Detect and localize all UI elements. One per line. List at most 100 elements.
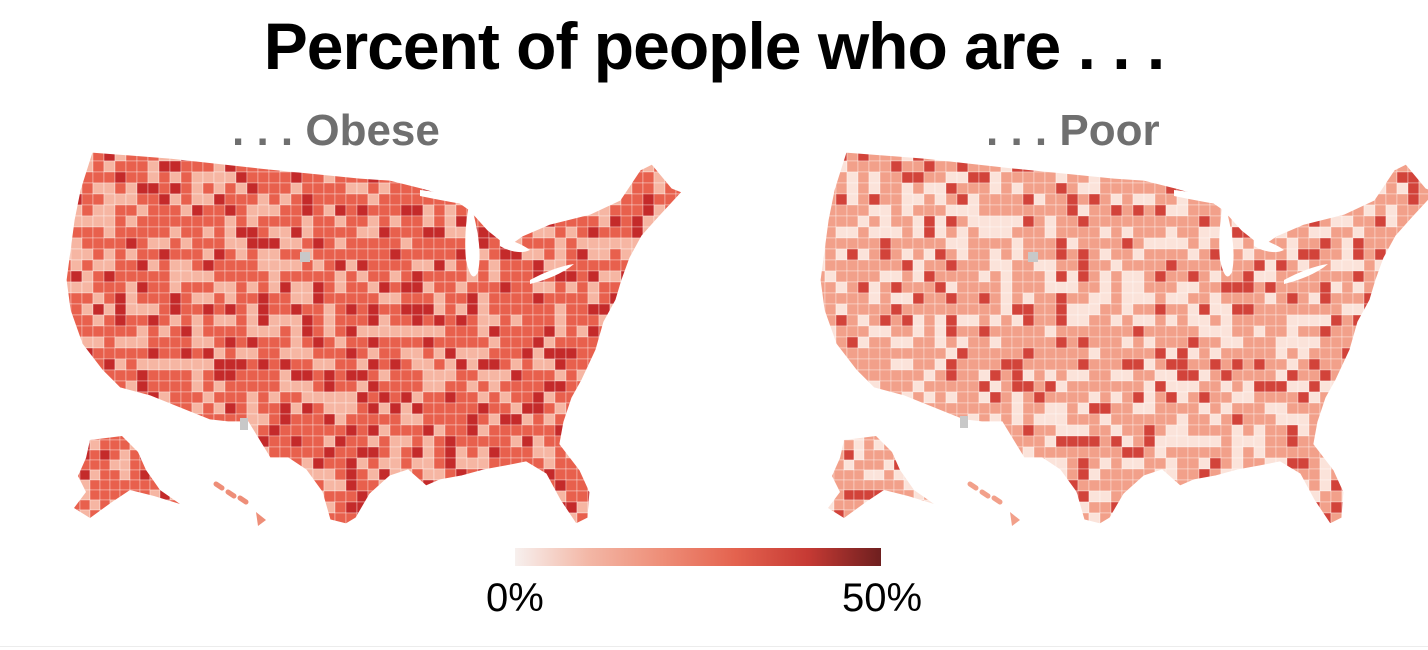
county-cell [1088, 237, 1101, 250]
county-cell [1044, 380, 1057, 393]
county-cell [356, 479, 369, 492]
county-cell [631, 259, 644, 272]
county-cell [1396, 435, 1409, 448]
county-cell [1066, 152, 1079, 162]
county-cell [521, 501, 534, 514]
county-cell [1165, 446, 1178, 459]
county-cell [1418, 369, 1428, 382]
county-cell [378, 292, 391, 305]
county-cell [687, 414, 690, 425]
county-cell [235, 215, 248, 228]
county-cell [1121, 325, 1134, 338]
county-cell [1022, 182, 1035, 195]
county-cell [345, 446, 358, 459]
county-cell [334, 204, 347, 217]
county-cell [1407, 391, 1420, 404]
county-cell [824, 193, 837, 206]
county-cell [334, 358, 347, 371]
county-cell [642, 369, 655, 382]
county-cell [466, 391, 479, 404]
county-cell [158, 215, 171, 228]
county-cell [901, 380, 914, 393]
county-cell [890, 226, 903, 239]
county-cell [1418, 237, 1428, 250]
county-cell [687, 227, 690, 238]
county-cell [846, 336, 859, 349]
county-cell [978, 237, 991, 250]
county-cell [1077, 215, 1090, 228]
county-cell [158, 160, 171, 173]
county-cell [268, 358, 281, 371]
county-cell [912, 303, 925, 316]
county-cell [411, 303, 424, 316]
county-cell [868, 237, 881, 250]
county-cell [92, 512, 105, 524]
county-cell [1352, 424, 1365, 437]
county-cell [978, 523, 991, 524]
county-cell [587, 193, 600, 206]
county-cell [279, 281, 292, 294]
county-cell [1330, 215, 1343, 228]
county-cell [609, 182, 622, 195]
county-cell [103, 303, 116, 316]
county-cell [1143, 314, 1156, 327]
county-cell [620, 479, 633, 492]
county-cell [1297, 501, 1310, 514]
county-cell [923, 449, 934, 461]
county-cell [835, 259, 848, 272]
county-cell [1011, 347, 1024, 360]
county-cell [1022, 446, 1035, 459]
county-cell [1308, 391, 1321, 404]
county-cell [642, 182, 655, 195]
county-cell [1088, 270, 1101, 283]
county-cell [510, 391, 523, 404]
county-cell [1374, 391, 1387, 404]
county-cell [202, 402, 215, 415]
county-cell [873, 509, 885, 518]
county-cell [901, 314, 914, 327]
county-cell [1022, 215, 1035, 228]
county-cell [499, 336, 512, 349]
county-cell [169, 479, 182, 492]
county-cell [1341, 523, 1354, 524]
county-cell [136, 171, 149, 184]
county-cell [1297, 413, 1310, 426]
county-cell [653, 160, 666, 173]
county-cell [1154, 226, 1167, 239]
county-cell [114, 325, 127, 338]
county-cell [1110, 281, 1123, 294]
county-cell [129, 499, 141, 511]
county-cell [103, 160, 116, 173]
county-cell [598, 182, 611, 195]
county-cell [334, 292, 347, 305]
county-cell [967, 182, 980, 195]
county-cell [367, 347, 380, 360]
county-cell [1165, 380, 1178, 393]
county-cell [400, 160, 413, 173]
county-cell [532, 358, 545, 371]
county-cell [411, 446, 424, 459]
county-cell [257, 270, 270, 283]
county-cell [989, 171, 1002, 184]
county-cell [1275, 325, 1288, 338]
county-cell [158, 402, 171, 415]
county-cell [857, 380, 870, 393]
county-cell [1341, 413, 1354, 426]
county-cell [312, 248, 325, 261]
county-cell [70, 215, 83, 228]
county-cell [140, 520, 150, 530]
county-cell [378, 446, 391, 459]
county-cell [1264, 369, 1277, 382]
county-cell [1110, 160, 1123, 173]
county-cell [956, 501, 969, 514]
county-cell [109, 489, 121, 501]
county-cell [422, 501, 435, 514]
county-cell [642, 152, 655, 162]
county-cell [1242, 424, 1255, 437]
county-cell [868, 226, 881, 239]
county-cell [675, 512, 682, 524]
county-cell [158, 435, 171, 448]
county-cell [136, 435, 149, 448]
county-cell [934, 446, 947, 459]
county-cell [345, 215, 358, 228]
